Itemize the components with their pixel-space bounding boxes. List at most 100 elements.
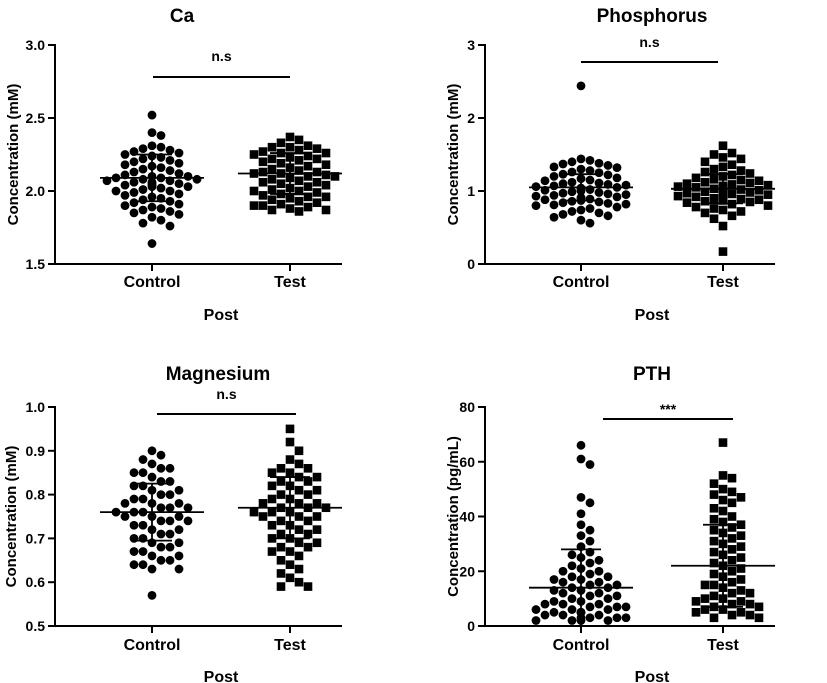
data-point (312, 188, 322, 197)
data-point (156, 529, 166, 539)
data-point (147, 141, 157, 151)
data-point (138, 520, 148, 530)
data-point (709, 150, 719, 159)
data-point (745, 188, 755, 197)
data-point (294, 538, 304, 548)
data-point (267, 195, 277, 205)
data-point (138, 174, 148, 184)
data-point (147, 459, 157, 469)
data-point (585, 613, 595, 623)
data-point (285, 573, 295, 583)
data-point (312, 154, 322, 164)
data-point (576, 215, 586, 225)
x-axis-label: Post (635, 669, 670, 683)
data-point (700, 208, 710, 218)
data-point (603, 161, 613, 170)
data-point (156, 463, 166, 473)
data-point (549, 212, 559, 222)
data-point (267, 164, 277, 174)
data-point (603, 211, 613, 221)
data-point (718, 517, 728, 527)
data-point (303, 182, 313, 191)
data-point (727, 577, 737, 587)
data-point (303, 516, 313, 526)
y-tick-label: 0 (467, 256, 475, 272)
data-point (718, 506, 728, 516)
data-point (709, 479, 719, 488)
series-control (529, 81, 633, 228)
data-point (691, 597, 701, 606)
x-axis-label: Post (204, 307, 239, 324)
chart-title: Ca (170, 6, 195, 27)
x-tick-label: Test (274, 274, 306, 291)
data-point (594, 555, 604, 565)
data-point (174, 199, 184, 209)
data-point (709, 490, 719, 499)
data-point (621, 602, 631, 612)
data-point (174, 169, 184, 178)
data-point (621, 613, 631, 623)
data-point (531, 201, 541, 211)
data-point (129, 198, 139, 208)
data-point (540, 195, 550, 205)
data-point (594, 168, 604, 178)
data-point (174, 512, 184, 521)
data-point (709, 525, 719, 535)
data-point (321, 205, 331, 215)
data-point (612, 591, 622, 601)
data-point (267, 494, 277, 504)
data-point (567, 157, 577, 167)
data-point (138, 154, 148, 164)
data-point (312, 538, 322, 548)
data-point (736, 154, 746, 164)
data-point (612, 613, 622, 623)
series-test (671, 141, 775, 256)
data-point (585, 569, 595, 579)
data-point (303, 464, 313, 473)
data-point (294, 551, 304, 561)
series-control (100, 110, 204, 248)
data-point (754, 185, 764, 195)
y-tick-label: 2.0 (26, 183, 46, 199)
data-point (129, 494, 139, 504)
y-tick-label: 3.0 (26, 37, 46, 53)
data-point (165, 542, 175, 552)
data-point (709, 214, 719, 224)
data-point (709, 175, 719, 184)
data-point (736, 175, 746, 185)
data-point (129, 188, 139, 197)
data-point (294, 145, 304, 155)
data-point (165, 490, 175, 499)
data-point (727, 523, 737, 532)
data-point (258, 157, 268, 167)
data-point (549, 162, 559, 172)
y-axis-label: Concentration (mM) (3, 446, 20, 588)
data-point (276, 158, 286, 168)
data-point (567, 550, 577, 560)
data-point (303, 151, 313, 161)
data-point (312, 512, 322, 521)
data-point (267, 468, 277, 477)
y-tick-label: 2 (467, 110, 475, 126)
data-point (709, 204, 719, 213)
data-point (303, 542, 313, 552)
data-point (294, 525, 304, 534)
data-point (129, 520, 139, 530)
data-point (682, 198, 692, 207)
data-point (147, 446, 157, 456)
data-point (745, 599, 755, 609)
data-point (174, 551, 184, 561)
data-point (567, 561, 577, 571)
data-point (621, 199, 631, 209)
data-point (183, 516, 193, 526)
data-point (745, 610, 755, 620)
data-point (603, 594, 613, 604)
data-point (718, 438, 728, 447)
data-point (147, 202, 157, 212)
y-axis-label: Concentration (pg/mL) (445, 436, 462, 597)
data-point (594, 188, 604, 197)
data-point (165, 207, 175, 216)
data-point (531, 191, 541, 201)
data-point (745, 197, 755, 207)
data-point (285, 204, 295, 213)
